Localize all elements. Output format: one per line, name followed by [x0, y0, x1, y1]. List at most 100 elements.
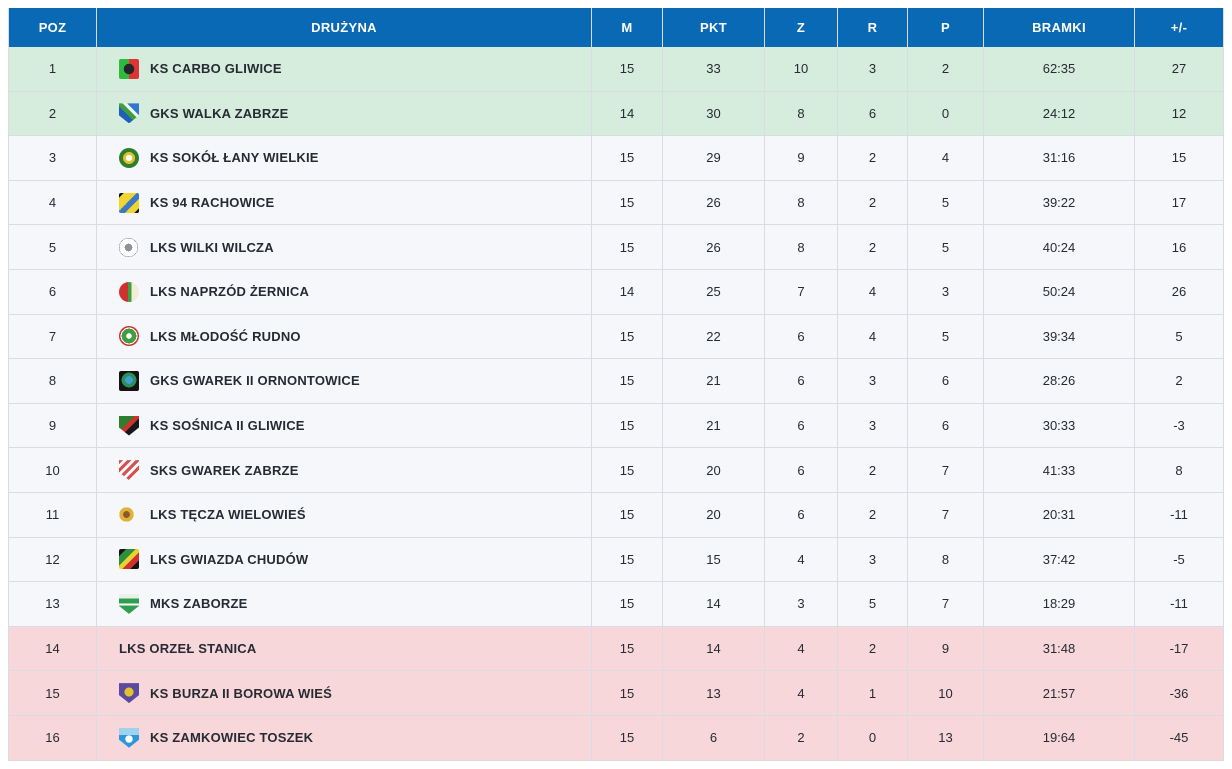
points-cell: 14 — [663, 626, 765, 671]
goal-diff-cell: 2 — [1135, 359, 1224, 403]
team-row[interactable]: 3 KS SOKÓŁ ŁANY WIELKIE 15 29 9 2 4 31:1… — [8, 136, 1224, 181]
team-name: KS BURZA II BOROWA WIEŚ — [150, 685, 333, 701]
draws-cell: 2 — [838, 136, 908, 180]
team-logo-icon — [119, 415, 139, 436]
points-cell: 21 — [663, 403, 765, 448]
goal-diff-cell: 16 — [1135, 225, 1224, 269]
team-cell: LKS WILKI WILCZA — [97, 225, 592, 269]
team-row[interactable]: 9 KS SOŚNICA II GLIWICE 15 21 6 3 6 30:3… — [8, 403, 1224, 449]
losses-cell: 7 — [908, 582, 984, 626]
team-cell: GKS WALKA ZABRZE — [97, 91, 592, 136]
matches-cell: 15 — [592, 136, 663, 180]
wins-cell: 6 — [765, 314, 838, 359]
team-name: LKS MŁODOŚĆ RUDNO — [150, 328, 301, 344]
matches-cell: 15 — [592, 314, 663, 359]
goal-diff-cell: 26 — [1135, 269, 1224, 314]
league-table: POZ DRUŻYNA M PKT Z R P BRAMKI +/- 1 KS … — [8, 8, 1224, 761]
goals-cell: 39:34 — [984, 314, 1135, 359]
team-row[interactable]: 15 KS BURZA II BOROWA WIEŚ 15 13 4 1 10 … — [8, 671, 1224, 716]
team-name: KS 94 RACHOWICE — [150, 195, 275, 211]
points-cell: 20 — [663, 492, 765, 537]
wins-cell: 4 — [765, 626, 838, 671]
draws-cell: 2 — [838, 492, 908, 537]
draws-cell: 2 — [838, 180, 908, 225]
team-cell: KS 94 RACHOWICE — [97, 180, 592, 225]
team-name: LKS GWIAZDA CHUDÓW — [150, 551, 309, 567]
team-row[interactable]: 8 GKS GWAREK II ORNONTOWICE 15 21 6 3 6 … — [8, 359, 1224, 404]
team-row[interactable]: 2 GKS WALKA ZABRZE 14 30 8 6 0 24:12 12 — [8, 91, 1224, 137]
team-logo-icon — [119, 237, 138, 257]
team-cell: SKS GWAREK ZABRZE — [97, 448, 592, 492]
position-cell: 7 — [8, 314, 97, 359]
points-cell: 22 — [663, 314, 765, 359]
matches-cell: 15 — [592, 359, 663, 403]
position-cell: 10 — [8, 448, 97, 492]
matches-cell: 14 — [592, 91, 663, 136]
goals-cell: 31:16 — [984, 136, 1135, 180]
team-logo-icon — [119, 370, 139, 391]
team-name: KS CARBO GLIWICE — [150, 61, 282, 77]
wins-cell: 4 — [765, 671, 838, 715]
team-name: LKS ORZEŁ STANICA — [119, 641, 257, 657]
header-p: P — [908, 8, 984, 47]
goals-cell: 62:35 — [984, 47, 1135, 91]
goals-cell: 40:24 — [984, 225, 1135, 269]
goal-diff-cell: -3 — [1135, 403, 1224, 448]
matches-cell: 15 — [592, 492, 663, 537]
team-logo-icon — [119, 593, 139, 614]
matches-cell: 15 — [592, 225, 663, 269]
draws-cell: 6 — [838, 91, 908, 136]
losses-cell: 5 — [908, 180, 984, 225]
goal-diff-cell: 15 — [1135, 136, 1224, 180]
goal-diff-cell: 17 — [1135, 180, 1224, 225]
team-row[interactable]: 14 LKS ORZEŁ STANICA 15 14 4 2 9 31:48 -… — [8, 626, 1224, 672]
draws-cell: 1 — [838, 671, 908, 715]
losses-cell: 5 — [908, 225, 984, 269]
goals-cell: 19:64 — [984, 715, 1135, 760]
team-cell: LKS ORZEŁ STANICA — [97, 626, 592, 671]
points-cell: 6 — [663, 715, 765, 760]
team-row[interactable]: 5 LKS WILKI WILCZA 15 26 8 2 5 40:24 16 — [8, 225, 1224, 270]
team-row[interactable]: 7 LKS MŁODOŚĆ RUDNO 15 22 6 4 5 39:34 5 — [8, 314, 1224, 360]
team-row[interactable]: 10 SKS GWAREK ZABRZE 15 20 6 2 7 41:33 8 — [8, 448, 1224, 493]
team-row[interactable]: 6 LKS NAPRZÓD ŻERNICA 14 25 7 4 3 50:24 … — [8, 269, 1224, 315]
goals-cell: 18:29 — [984, 582, 1135, 626]
team-name: SKS GWAREK ZABRZE — [150, 462, 299, 478]
position-cell: 12 — [8, 537, 97, 582]
team-name: LKS WILKI WILCZA — [150, 239, 274, 255]
team-cell: MKS ZABORZE — [97, 582, 592, 626]
team-row[interactable]: 1 KS CARBO GLIWICE 15 33 10 3 2 62:35 27 — [8, 47, 1224, 92]
matches-cell: 14 — [592, 269, 663, 314]
goals-cell: 50:24 — [984, 269, 1135, 314]
header-team: DRUŻYNA — [97, 8, 592, 47]
losses-cell: 10 — [908, 671, 984, 715]
matches-cell: 15 — [592, 448, 663, 492]
goal-diff-cell: 5 — [1135, 314, 1224, 359]
draws-cell: 3 — [838, 47, 908, 91]
goal-diff-cell: -11 — [1135, 492, 1224, 537]
position-cell: 5 — [8, 225, 97, 269]
losses-cell: 13 — [908, 715, 984, 760]
team-row[interactable]: 11 LKS TĘCZA WIELOWIEŚ 15 20 6 2 7 20:31… — [8, 492, 1224, 538]
losses-cell: 2 — [908, 47, 984, 91]
goal-diff-cell: -11 — [1135, 582, 1224, 626]
team-logo-icon — [119, 147, 139, 168]
matches-cell: 15 — [592, 626, 663, 671]
points-cell: 26 — [663, 180, 765, 225]
points-cell: 30 — [663, 91, 765, 136]
losses-cell: 5 — [908, 314, 984, 359]
team-row[interactable]: 12 LKS GWIAZDA CHUDÓW 15 15 4 3 8 37:42 … — [8, 537, 1224, 583]
team-row[interactable]: 13 MKS ZABORZE 15 14 3 5 7 18:29 -11 — [8, 582, 1224, 627]
team-logo-icon — [119, 727, 139, 748]
wins-cell: 2 — [765, 715, 838, 760]
team-name: GKS WALKA ZABRZE — [150, 105, 289, 121]
position-cell: 1 — [8, 47, 97, 91]
matches-cell: 15 — [592, 537, 663, 582]
wins-cell: 6 — [765, 448, 838, 492]
draws-cell: 2 — [838, 225, 908, 269]
matches-cell: 15 — [592, 47, 663, 91]
table-body: 1 KS CARBO GLIWICE 15 33 10 3 2 62:35 27… — [8, 47, 1224, 761]
team-row[interactable]: 4 KS 94 RACHOWICE 15 26 8 2 5 39:22 17 — [8, 180, 1224, 226]
team-cell: KS SOŚNICA II GLIWICE — [97, 403, 592, 448]
team-row[interactable]: 16 KS ZAMKOWIEC TOSZEK 15 6 2 0 13 19:64… — [8, 715, 1224, 761]
